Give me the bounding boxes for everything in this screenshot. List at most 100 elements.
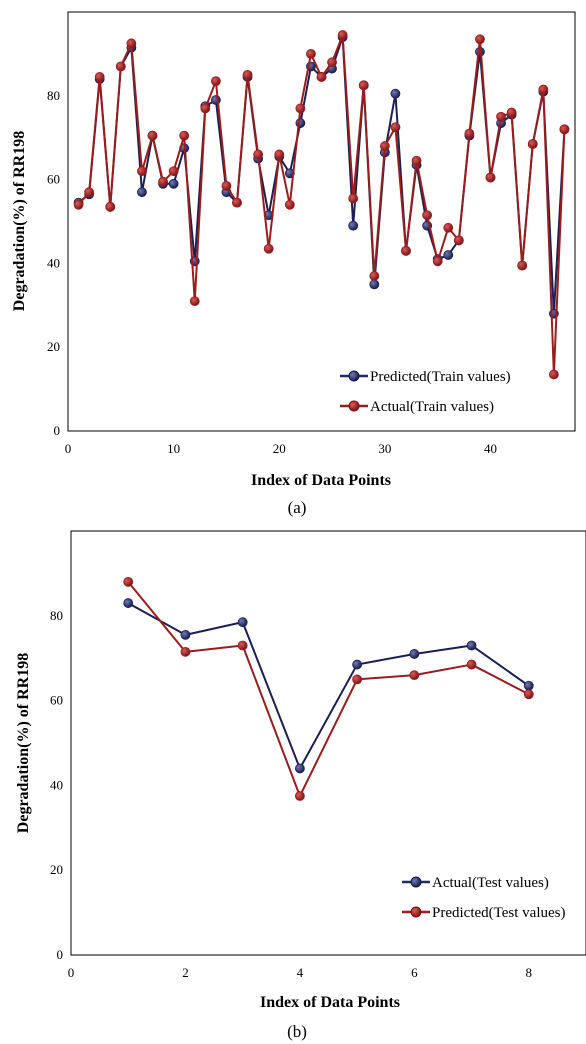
data-point	[506, 107, 517, 118]
data-point	[294, 763, 305, 774]
y-tick-label: 40	[47, 255, 60, 270]
data-point	[126, 38, 137, 49]
legend: Predicted(Train values) Actual(Train val…	[340, 369, 511, 415]
data-point	[123, 598, 134, 608]
legend-item-actual-test: Actual(Test values)	[402, 875, 549, 891]
y-tick-label: 60	[50, 693, 63, 708]
legend-label: Predicted(Train values)	[370, 369, 511, 385]
data-point	[390, 122, 401, 133]
data-point	[168, 178, 179, 189]
data-point	[443, 222, 454, 233]
y-tick-labels: 0 20 40 60 80	[47, 88, 60, 438]
data-point	[443, 250, 454, 260]
data-point	[137, 166, 147, 177]
data-point	[348, 193, 359, 204]
series-actual-test-values	[123, 598, 534, 774]
legend-item-predicted-train: Predicted(Train values)	[340, 369, 511, 385]
data-point	[348, 220, 359, 231]
series-actual-train-values	[73, 30, 570, 380]
data-point	[475, 34, 485, 45]
y-axis-title: Degradation(%) of RR198	[11, 131, 28, 311]
data-point	[180, 629, 191, 640]
data-point	[295, 118, 306, 128]
data-point	[123, 576, 134, 587]
data-point	[432, 256, 443, 267]
data-point	[409, 649, 420, 659]
data-point	[73, 199, 84, 210]
legend-label: Actual(Train values)	[370, 399, 494, 415]
data-point	[422, 210, 433, 221]
x-tick-label: 0	[65, 441, 72, 456]
data-point	[464, 128, 475, 139]
data-point	[466, 659, 477, 670]
plot-area-frame	[67, 11, 576, 432]
data-point	[180, 646, 191, 657]
data-point	[538, 84, 549, 95]
data-point	[158, 176, 168, 187]
data-point	[147, 130, 158, 141]
series-layer	[73, 30, 570, 380]
x-tick-label: 20	[273, 441, 286, 456]
data-point	[200, 103, 211, 114]
legend-marker	[348, 370, 360, 382]
data-point	[379, 141, 390, 151]
data-point	[548, 369, 559, 380]
data-point	[274, 149, 285, 160]
y-tick-label: 80	[47, 88, 60, 103]
figure-caption-b: (b)	[287, 1022, 307, 1041]
legend-marker	[410, 906, 422, 918]
y-tick-labels: 0 20 40 60 80	[50, 608, 63, 962]
data-point	[527, 139, 538, 149]
y-tick-label: 40	[50, 777, 63, 792]
legend-label: Predicted(Test values)	[432, 905, 565, 921]
legend: Actual(Test values) Predicted(Test value…	[402, 875, 565, 921]
series-line	[127, 581, 530, 797]
data-point	[485, 172, 496, 183]
data-point	[115, 61, 126, 72]
data-point	[466, 640, 477, 651]
data-point	[517, 260, 528, 271]
x-tick-label: 4	[297, 965, 304, 980]
y-tick-label: 80	[50, 608, 63, 623]
legend-marker	[410, 876, 422, 888]
data-point	[337, 30, 348, 40]
data-point	[306, 49, 316, 59]
data-point	[105, 201, 116, 212]
data-point	[411, 155, 422, 166]
y-tick-label: 20	[47, 339, 60, 354]
data-point	[168, 166, 179, 177]
data-point	[253, 149, 264, 160]
data-point	[523, 680, 534, 691]
legend-marker	[348, 400, 360, 412]
data-point	[237, 617, 248, 628]
y-tick-label: 0	[57, 947, 64, 962]
legend-item-actual-train: Actual(Train values)	[340, 399, 494, 415]
data-point	[284, 199, 295, 210]
y-tick-label: 20	[50, 862, 63, 877]
data-point	[237, 640, 248, 651]
data-point	[369, 279, 380, 290]
y-tick-label: 60	[47, 172, 60, 187]
data-point	[179, 130, 190, 141]
data-point	[263, 243, 274, 254]
data-point	[94, 72, 105, 82]
legend-label: Actual(Test values)	[432, 875, 549, 891]
data-point	[496, 111, 506, 122]
y-tick-label: 0	[54, 423, 61, 438]
x-axis-title: Index of Data Points	[251, 472, 391, 489]
series-line	[77, 34, 566, 376]
x-tick-labels: 0 10 20 30 40	[65, 441, 497, 456]
data-point	[294, 791, 305, 801]
x-tick-label: 30	[378, 441, 391, 456]
x-tick-label: 10	[167, 441, 180, 456]
y-axis-title: Degradation(%) of RR198	[15, 653, 32, 833]
x-tick-label: 6	[411, 965, 418, 980]
data-point	[232, 197, 242, 208]
data-point	[352, 659, 363, 670]
data-point	[523, 689, 534, 700]
data-point	[221, 180, 232, 191]
x-tick-label: 0	[68, 965, 75, 980]
series-line	[127, 602, 530, 770]
